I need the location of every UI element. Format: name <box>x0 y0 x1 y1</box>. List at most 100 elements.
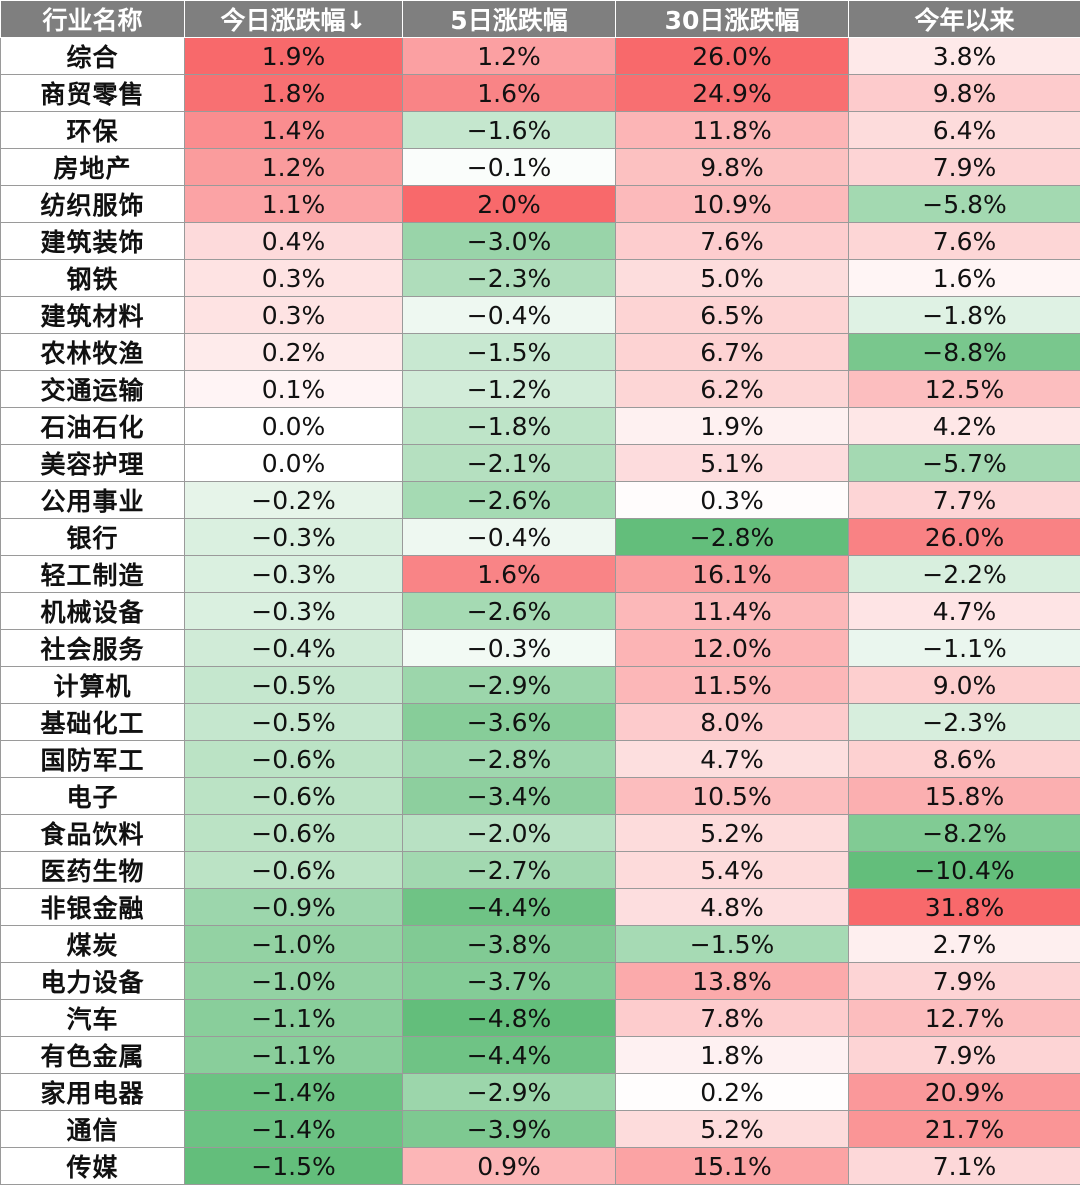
industry-name-cell: 煤炭 <box>1 926 185 963</box>
today-change-cell: −1.1% <box>185 1037 403 1074</box>
table-row[interactable]: 传媒−1.5%0.9%15.1%7.1% <box>1 1148 1080 1185</box>
thirty-day-change-cell: 5.4% <box>616 852 849 889</box>
five-day-change-cell: −2.1% <box>403 445 616 482</box>
thirty-day-change-cell: 0.2% <box>616 1074 849 1111</box>
today-change-cell: −0.3% <box>185 519 403 556</box>
thirty-day-change-cell: 5.0% <box>616 260 849 297</box>
industry-name-cell: 建筑装饰 <box>1 223 185 260</box>
thirty-day-change-cell: 5.2% <box>616 815 849 852</box>
ytd-change-cell: 15.8% <box>849 778 1080 815</box>
ytd-change-cell: 7.9% <box>849 1037 1080 1074</box>
today-change-cell: −0.6% <box>185 852 403 889</box>
industry-name-cell: 非银金融 <box>1 889 185 926</box>
ytd-change-cell: 7.7% <box>849 482 1080 519</box>
table-row[interactable]: 食品饮料−0.6%−2.0%5.2%−8.2% <box>1 815 1080 852</box>
ytd-change-cell: 9.0% <box>849 667 1080 704</box>
column-header-today-change[interactable]: 今日涨跌幅↓ <box>185 1 403 38</box>
table-row[interactable]: 电子−0.6%−3.4%10.5%15.8% <box>1 778 1080 815</box>
table-row[interactable]: 家用电器−1.4%−2.9%0.2%20.9% <box>1 1074 1080 1111</box>
table-row[interactable]: 医药生物−0.6%−2.7%5.4%−10.4% <box>1 852 1080 889</box>
five-day-change-cell: −4.8% <box>403 1000 616 1037</box>
thirty-day-change-cell: 5.1% <box>616 445 849 482</box>
today-change-cell: 0.3% <box>185 260 403 297</box>
thirty-day-change-cell: 10.5% <box>616 778 849 815</box>
table-row[interactable]: 通信−1.4%−3.9%5.2%21.7% <box>1 1111 1080 1148</box>
table-header: 行业名称 今日涨跌幅↓ 5日涨跌幅 30日涨跌幅 今年以来 <box>1 1 1080 38</box>
table-row[interactable]: 轻工制造−0.3%1.6%16.1%−2.2% <box>1 556 1080 593</box>
five-day-change-cell: −4.4% <box>403 1037 616 1074</box>
today-change-cell: −0.5% <box>185 704 403 741</box>
thirty-day-change-cell: 8.0% <box>616 704 849 741</box>
today-change-cell: −1.4% <box>185 1111 403 1148</box>
table-row[interactable]: 非银金融−0.9%−4.4%4.8%31.8% <box>1 889 1080 926</box>
ytd-change-cell: 20.9% <box>849 1074 1080 1111</box>
five-day-change-cell: −1.2% <box>403 371 616 408</box>
table-row[interactable]: 公用事业−0.2%−2.6%0.3%7.7% <box>1 482 1080 519</box>
five-day-change-cell: −3.6% <box>403 704 616 741</box>
five-day-change-cell: −1.5% <box>403 334 616 371</box>
five-day-change-cell: −0.1% <box>403 149 616 186</box>
ytd-change-cell: 26.0% <box>849 519 1080 556</box>
table-row[interactable]: 机械设备−0.3%−2.6%11.4%4.7% <box>1 593 1080 630</box>
thirty-day-change-cell: 16.1% <box>616 556 849 593</box>
today-change-cell: −1.5% <box>185 1148 403 1185</box>
today-change-cell: −1.0% <box>185 963 403 1000</box>
today-change-cell: 1.8% <box>185 75 403 112</box>
five-day-change-cell: −3.8% <box>403 926 616 963</box>
industry-name-cell: 环保 <box>1 112 185 149</box>
thirty-day-change-cell: −2.8% <box>616 519 849 556</box>
table-row[interactable]: 社会服务−0.4%−0.3%12.0%−1.1% <box>1 630 1080 667</box>
thirty-day-change-cell: 6.2% <box>616 371 849 408</box>
five-day-change-cell: 0.9% <box>403 1148 616 1185</box>
table-row[interactable]: 煤炭−1.0%−3.8%−1.5%2.7% <box>1 926 1080 963</box>
table-row[interactable]: 国防军工−0.6%−2.8%4.7%8.6% <box>1 741 1080 778</box>
column-header-5day-change[interactable]: 5日涨跌幅 <box>403 1 616 38</box>
industry-name-cell: 钢铁 <box>1 260 185 297</box>
industry-name-cell: 电力设备 <box>1 963 185 1000</box>
thirty-day-change-cell: 10.9% <box>616 186 849 223</box>
five-day-change-cell: −3.7% <box>403 963 616 1000</box>
ytd-change-cell: −1.1% <box>849 630 1080 667</box>
table-row[interactable]: 汽车−1.1%−4.8%7.8%12.7% <box>1 1000 1080 1037</box>
ytd-change-cell: 4.7% <box>849 593 1080 630</box>
ytd-change-cell: −10.4% <box>849 852 1080 889</box>
today-change-cell: 1.1% <box>185 186 403 223</box>
ytd-change-cell: 7.9% <box>849 963 1080 1000</box>
five-day-change-cell: −0.4% <box>403 297 616 334</box>
five-day-change-cell: −2.9% <box>403 1074 616 1111</box>
industry-name-cell: 食品饮料 <box>1 815 185 852</box>
table-row[interactable]: 银行−0.3%−0.4%−2.8%26.0% <box>1 519 1080 556</box>
table-row[interactable]: 有色金属−1.1%−4.4%1.8%7.9% <box>1 1037 1080 1074</box>
column-header-ytd-change[interactable]: 今年以来 <box>849 1 1080 38</box>
thirty-day-change-cell: 11.5% <box>616 667 849 704</box>
ytd-change-cell: −8.8% <box>849 334 1080 371</box>
table-row[interactable]: 计算机−0.5%−2.9%11.5%9.0% <box>1 667 1080 704</box>
column-header-industry-name[interactable]: 行业名称 <box>1 1 185 38</box>
table-row[interactable]: 基础化工−0.5%−3.6%8.0%−2.3% <box>1 704 1080 741</box>
header-row: 行业名称 今日涨跌幅↓ 5日涨跌幅 30日涨跌幅 今年以来 <box>1 1 1080 38</box>
industry-name-cell: 美容护理 <box>1 445 185 482</box>
table-row[interactable]: 电力设备−1.0%−3.7%13.8%7.9% <box>1 963 1080 1000</box>
ytd-change-cell: 7.6% <box>849 223 1080 260</box>
today-change-cell: −0.2% <box>185 482 403 519</box>
column-header-30day-change[interactable]: 30日涨跌幅 <box>616 1 849 38</box>
industry-name-cell: 家用电器 <box>1 1074 185 1111</box>
ytd-change-cell: 2.7% <box>849 926 1080 963</box>
today-change-cell: 1.9% <box>185 38 403 75</box>
today-change-cell: −0.6% <box>185 741 403 778</box>
ytd-change-cell: 12.5% <box>849 371 1080 408</box>
thirty-day-change-cell: −1.5% <box>616 926 849 963</box>
